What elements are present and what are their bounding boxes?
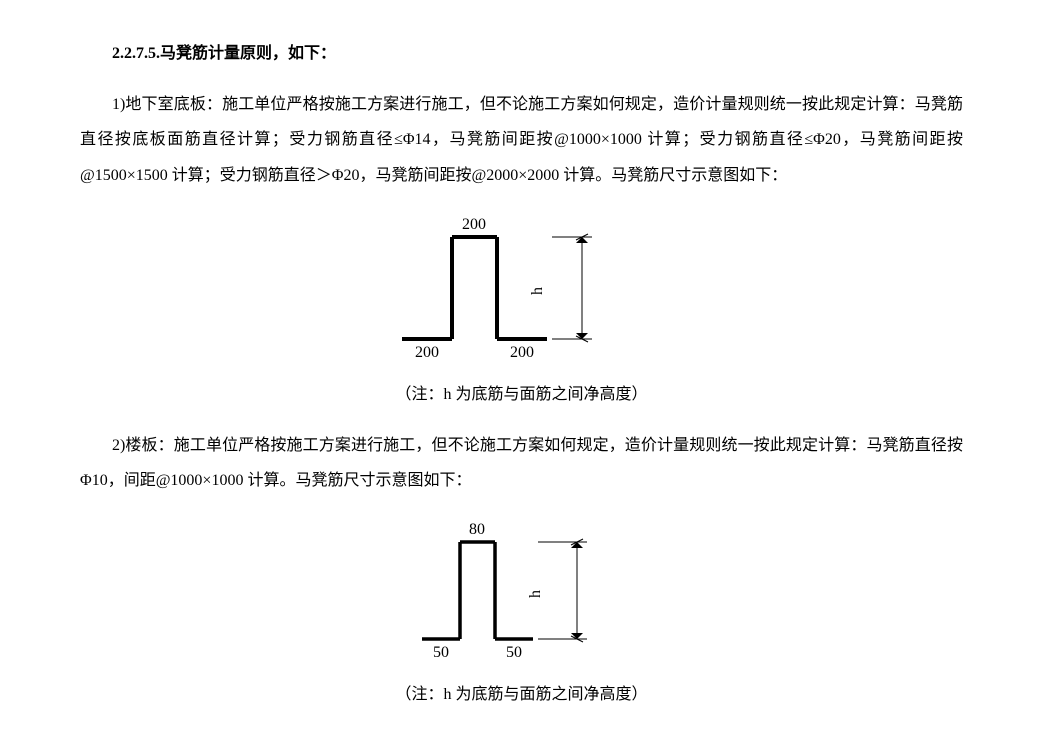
paragraph-2: 2)楼板：施工单位严格按施工方案进行施工，但不论施工方案如何规定，造价计量规则统… xyxy=(80,428,963,498)
section-heading: 2.2.7.5.马凳筋计量原则，如下： xyxy=(80,36,963,71)
note-2: （注：h 为底筋与面筋之间净高度） xyxy=(80,677,963,712)
svg-text:200: 200 xyxy=(510,344,534,361)
note-1: （注：h 为底筋与面筋之间净高度） xyxy=(80,377,963,412)
svg-text:200: 200 xyxy=(415,344,439,361)
paragraph-1: 1)地下室底板：施工单位严格按施工方案进行施工，但不论施工方案如何规定，造价计量… xyxy=(80,87,963,193)
rebar-diagram-1: 200 200 200 h xyxy=(382,209,662,369)
diagram-1-container: 200 200 200 h xyxy=(80,209,963,369)
svg-text:50: 50 xyxy=(506,644,522,661)
svg-text:50: 50 xyxy=(433,644,449,661)
svg-text:h: h xyxy=(529,287,546,295)
diagram-2-container: 80 50 50 h xyxy=(80,514,963,669)
svg-text:80: 80 xyxy=(469,521,485,538)
rebar-diagram-2: 80 50 50 h xyxy=(392,514,652,669)
svg-text:h: h xyxy=(527,590,544,598)
svg-text:200: 200 xyxy=(462,216,486,233)
